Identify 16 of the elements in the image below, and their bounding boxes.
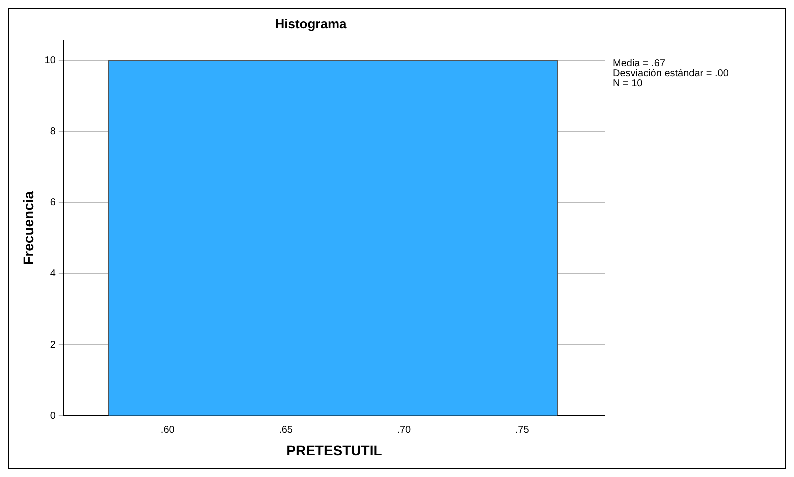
y-axis-title: Frecuencia: [20, 191, 36, 266]
chart-title: Histograma: [275, 16, 348, 32]
y-tick-label: 2: [50, 340, 56, 351]
x-tick-label: .75: [515, 424, 530, 436]
x-axis-title: PRETESTUTIL: [286, 442, 383, 458]
y-tick-label: 0: [50, 410, 56, 422]
y-tick-label: 10: [44, 55, 56, 66]
y-tick-label: 6: [50, 198, 56, 209]
x-tick-label: .70: [397, 424, 412, 436]
x-tick-label: .60: [160, 424, 176, 436]
text: Media = .67: [613, 58, 666, 70]
text: Desviación estándar = .00: [613, 68, 730, 80]
y-tick-label: 8: [50, 126, 56, 138]
text: N = 10: [613, 78, 644, 90]
y-tick-label: 4: [50, 268, 56, 280]
x-tick-label: .65: [279, 424, 294, 436]
